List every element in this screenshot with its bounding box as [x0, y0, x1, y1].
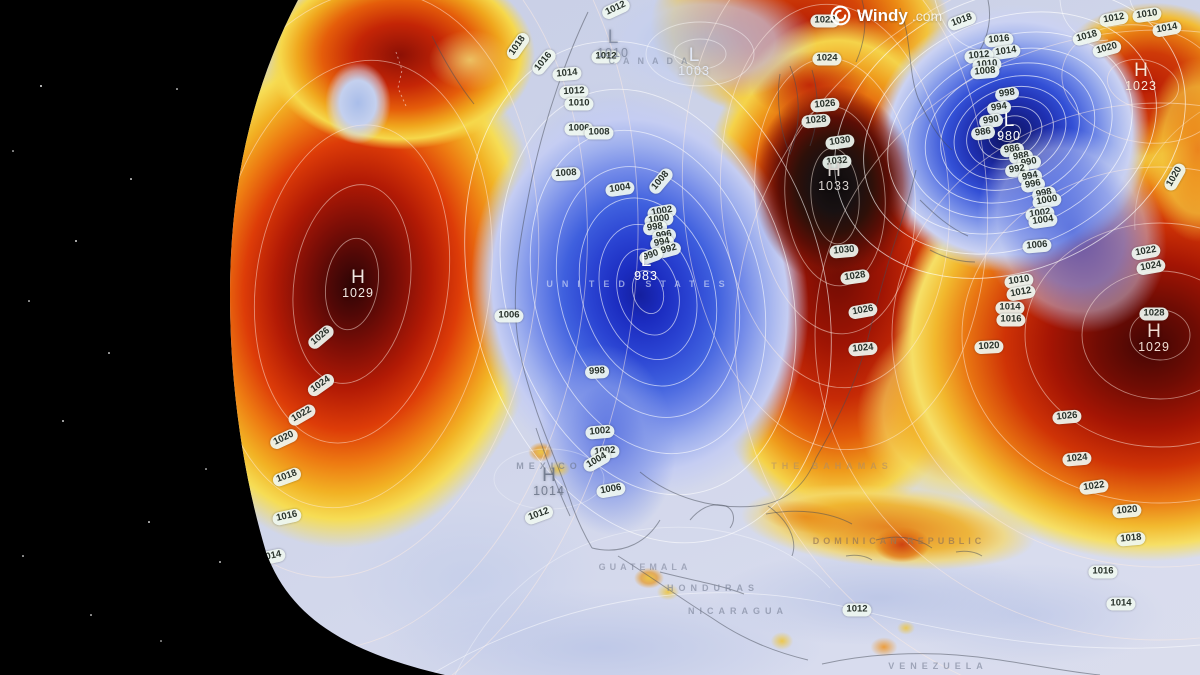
isobar-label-1012: 1012: [523, 504, 555, 526]
high-pressure-center-1023: H 1023: [1125, 59, 1157, 94]
isobar-label-1020: 1020: [1091, 39, 1122, 59]
high-pressure-center-1029: H 1029: [1138, 320, 1170, 355]
low-pressure-center-1010: L 1010: [597, 26, 629, 61]
isobar-label-1020: 1020: [268, 427, 300, 451]
star: [90, 614, 92, 616]
star: [130, 178, 132, 180]
isobar-label-1016: 1016: [271, 508, 302, 527]
isobar-label-1024: 1024: [1136, 258, 1167, 276]
geo-label-guatemala: GUATEMALA: [598, 562, 692, 572]
star: [62, 420, 64, 422]
isobar-label-1020: 1020: [974, 340, 1004, 354]
isobar-label-1012: 1012: [1099, 10, 1130, 28]
isobar-label-1008: 1008: [647, 166, 676, 197]
isobar-label-1016: 1016: [1088, 566, 1117, 579]
isobar-label-1024: 1024: [812, 53, 841, 66]
isobar-label-1008: 1008: [584, 127, 613, 140]
geo-label-the-bahamas: THE BAHAMAS: [771, 461, 893, 471]
isobar-label-1022: 1022: [1131, 243, 1162, 261]
isobar-label-1012: 1012: [591, 51, 620, 64]
isobar-label-1020: 1020: [1112, 503, 1142, 518]
isobar-label-998: 998: [585, 365, 610, 379]
isobar-label-1028: 1028: [801, 113, 831, 128]
isobar-label-1030: 1030: [825, 134, 856, 151]
isobar-label-1026: 1026: [848, 302, 879, 320]
geo-label-mexico: MEXICO: [516, 461, 582, 471]
isobar-label-1012: 1012: [842, 604, 871, 617]
high-pressure-center-1033: H 1033: [818, 159, 850, 194]
isobar-label-1014: 1014: [1106, 598, 1135, 611]
isobar-label-1022: 1022: [1079, 479, 1110, 496]
isobar-label-1010: 1010: [564, 98, 593, 111]
windy-logo-icon: [830, 5, 851, 26]
brand-name: Windy: [857, 5, 908, 25]
high-pressure-center-1029: H 1029: [342, 266, 374, 301]
high-pressure-center-1014: H 1014: [533, 464, 565, 499]
geo-label-united-states: UNITED STATES: [546, 279, 734, 289]
low-pressure-center-980: L 980: [997, 109, 1021, 144]
geo-label-canada: CANADA: [608, 56, 696, 66]
isobar-label-1018: 1018: [504, 30, 531, 61]
isobar-label-1024: 1024: [1062, 451, 1092, 466]
star: [108, 352, 110, 354]
isobar-label-1018: 1018: [946, 10, 978, 32]
isobar-label-1022: 1022: [286, 402, 318, 428]
star: [148, 521, 150, 523]
star: [75, 240, 77, 242]
geo-label-honduras: HONDURAS: [666, 583, 760, 593]
isobar-label-1026: 1026: [306, 323, 337, 352]
star: [219, 561, 221, 563]
isobar-label-1030: 1030: [829, 243, 859, 258]
isobar-label-1028: 1028: [840, 269, 871, 286]
star: [22, 555, 24, 557]
isobar-label-1012: 1012: [600, 0, 632, 21]
isobar-label-1008: 1008: [970, 64, 1000, 79]
low-pressure-center-1003: L 1003: [678, 44, 710, 79]
isobar-label-1006: 1006: [494, 310, 523, 323]
isobar-label-1006: 1006: [1022, 238, 1052, 253]
isobar-label-1004: 1004: [605, 181, 636, 198]
isobar-label-1014: 1014: [552, 66, 582, 81]
geo-label-dominican-republic: DOMINICAN REPUBLIC: [812, 536, 986, 546]
isobar-label-1006: 1006: [596, 481, 627, 499]
low-pressure-center-983: L 983: [634, 249, 658, 284]
brand-suffix: .com: [911, 7, 943, 24]
star: [160, 640, 162, 642]
isobar-label-1008: 1008: [551, 167, 581, 181]
star: [40, 85, 42, 87]
isobar-label-1024: 1024: [848, 341, 878, 356]
geo-label-venezuela: VENEZUELA: [888, 661, 988, 671]
star: [205, 468, 207, 470]
isobar-label-1018: 1018: [1116, 531, 1146, 546]
isobar-label-1002: 1002: [585, 424, 615, 439]
isobar-label-1010: 1010: [1132, 7, 1163, 24]
star: [176, 88, 178, 90]
windy-logo[interactable]: Windy .com: [830, 5, 942, 26]
isobar-label-986: 986: [970, 125, 995, 141]
isobar-label-1014: 1014: [995, 302, 1024, 315]
isobar-label-1004: 1004: [1028, 213, 1059, 230]
isobar-label-1026: 1026: [810, 97, 840, 112]
isobar-label-1016: 1016: [996, 314, 1025, 327]
geo-label-nicaragua: NICARAGUA: [688, 606, 788, 616]
star: [28, 300, 30, 302]
isobar-label-1024: 1024: [305, 371, 336, 398]
isobar-label-998: 998: [994, 86, 1019, 102]
isobar-label-1018: 1018: [271, 466, 303, 488]
isobar-label-1014: 1014: [1152, 20, 1183, 38]
isobar-label-1020: 1020: [1162, 161, 1188, 193]
star: [12, 150, 14, 152]
isobar-label-1028: 1028: [1139, 308, 1168, 321]
isobar-label-1026: 1026: [1052, 409, 1082, 424]
isobar-label-1004: 1004: [581, 448, 613, 474]
